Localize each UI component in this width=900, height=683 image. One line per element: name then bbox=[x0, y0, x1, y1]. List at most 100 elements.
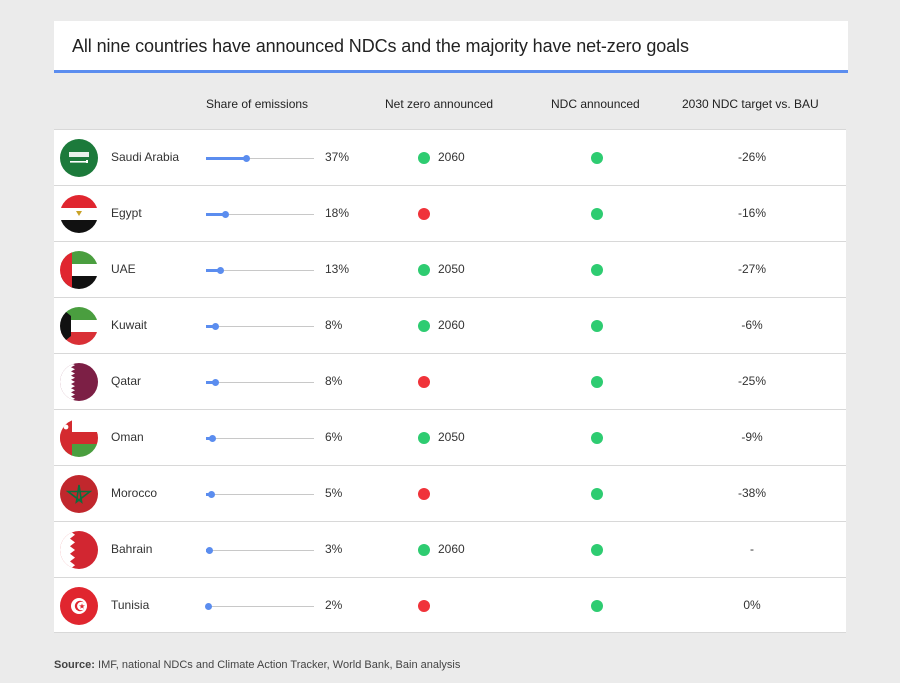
share-value: 5% bbox=[325, 486, 343, 500]
share-bar-marker bbox=[211, 323, 219, 330]
net-zero-no-dot bbox=[418, 208, 430, 220]
share-bar-marker bbox=[208, 491, 216, 498]
table-row: Bahrain 3% 2060 - bbox=[54, 521, 846, 577]
ndc-announced-dot bbox=[591, 208, 603, 220]
share-value: 8% bbox=[325, 374, 343, 388]
ndc-announced-dot bbox=[591, 488, 603, 500]
header-ndc-announced: NDC announced bbox=[551, 97, 640, 111]
bahrain-flag-icon bbox=[60, 531, 98, 569]
ndc-announced-dot bbox=[591, 152, 603, 164]
source-text: IMF, national NDCs and Climate Action Tr… bbox=[94, 659, 461, 671]
table-row: Morocco 5% -38% bbox=[54, 465, 846, 521]
net-zero-no-dot bbox=[418, 488, 430, 500]
share-value: 18% bbox=[325, 206, 350, 220]
country-table: Saudi Arabia 37% 2060 -26% Egypt 18% -16% UAE 13… bbox=[54, 129, 846, 633]
share-value: 6% bbox=[325, 430, 343, 444]
share-value: 13% bbox=[325, 262, 350, 276]
share-bar-track bbox=[206, 491, 314, 498]
share-bar-marker bbox=[209, 435, 217, 442]
ndc-target-value: -26% bbox=[737, 150, 766, 164]
net-zero-year: 2060 bbox=[438, 542, 465, 556]
country-name: Kuwait bbox=[111, 318, 148, 332]
share-bar-marker bbox=[211, 379, 219, 386]
country-name: Qatar bbox=[111, 374, 142, 388]
share-bar-marker bbox=[205, 603, 213, 610]
share-bar-track bbox=[206, 155, 314, 162]
net-zero-year: 2060 bbox=[438, 318, 465, 332]
country-name: Bahrain bbox=[111, 542, 153, 556]
table-row: Oman 6% 2050 -9% bbox=[54, 409, 846, 465]
table-row: Egypt 18% -16% bbox=[54, 185, 846, 241]
header-net-zero-announced: Net zero announced bbox=[385, 97, 494, 111]
share-bar-track bbox=[206, 211, 314, 218]
country-name: Oman bbox=[111, 430, 144, 444]
ndc-target-value: -25% bbox=[737, 374, 766, 388]
ndc-announced-dot bbox=[591, 320, 603, 332]
egypt-flag-icon bbox=[60, 195, 98, 233]
table-row: Tunisia 2% 0% bbox=[54, 577, 846, 633]
country-name: Tunisia bbox=[111, 598, 150, 612]
qatar-flag-icon bbox=[60, 363, 98, 401]
share-bar-marker bbox=[242, 155, 250, 162]
share-bar-track bbox=[206, 547, 314, 554]
share-bar-marker bbox=[217, 267, 225, 274]
ndc-announced-dot bbox=[591, 264, 603, 276]
header-ndc-target: 2030 NDC target vs. BAU bbox=[682, 97, 819, 111]
share-bar-fill bbox=[206, 269, 221, 272]
ndc-target-value: -9% bbox=[741, 430, 763, 444]
net-zero-yes-dot bbox=[418, 320, 430, 332]
ndc-announced-dot bbox=[591, 544, 603, 556]
ndc-target-value: -16% bbox=[737, 206, 766, 220]
ndc-announced-dot bbox=[591, 600, 603, 612]
net-zero-year: 2050 bbox=[438, 430, 465, 444]
share-bar-fill bbox=[206, 381, 215, 384]
title-card: All nine countries have announced NDCs a… bbox=[54, 21, 848, 73]
share-bar-fill bbox=[206, 437, 213, 440]
net-zero-year: 2050 bbox=[438, 262, 465, 276]
ndc-target-value: -38% bbox=[737, 486, 766, 500]
country-name: Morocco bbox=[111, 486, 158, 500]
share-value: 8% bbox=[325, 318, 343, 332]
share-bar-track bbox=[206, 379, 314, 386]
source-note: Source: IMF, national NDCs and Climate A… bbox=[54, 659, 460, 671]
kuwait-flag-icon bbox=[60, 307, 98, 345]
country-name: Egypt bbox=[111, 206, 142, 220]
ndc-target-value: -6% bbox=[741, 318, 763, 332]
oman-flag-icon bbox=[60, 419, 98, 457]
share-value: 3% bbox=[325, 542, 343, 556]
page-title: All nine countries have announced NDCs a… bbox=[72, 36, 689, 56]
table-row: Qatar 8% -25% bbox=[54, 353, 846, 409]
share-bar-fill bbox=[206, 325, 215, 328]
share-bar-fill bbox=[206, 157, 246, 160]
share-bar-marker bbox=[222, 211, 230, 218]
share-value: 2% bbox=[325, 598, 343, 612]
header-share-of-emissions: Share of emissions bbox=[206, 97, 309, 111]
share-bar-track bbox=[206, 323, 314, 330]
ndc-announced-dot bbox=[591, 432, 603, 444]
country-name: Saudi Arabia bbox=[111, 150, 180, 164]
net-zero-no-dot bbox=[418, 376, 430, 388]
table-row: Saudi Arabia 37% 2060 -26% bbox=[54, 129, 846, 185]
net-zero-yes-dot bbox=[418, 152, 430, 164]
table-row: UAE 13% 2050 -27% bbox=[54, 241, 846, 297]
ndc-announced-dot bbox=[591, 376, 603, 388]
tunisia-flag-icon bbox=[60, 587, 98, 625]
net-zero-no-dot bbox=[418, 600, 430, 612]
ndc-target-value: 0% bbox=[743, 598, 761, 612]
share-value: 37% bbox=[325, 150, 350, 164]
country-name: UAE bbox=[111, 262, 136, 276]
net-zero-year: 2060 bbox=[438, 150, 465, 164]
share-bar-track bbox=[206, 435, 314, 442]
morocco-flag-icon bbox=[60, 475, 98, 513]
net-zero-yes-dot bbox=[418, 432, 430, 444]
uae-flag-icon bbox=[60, 251, 98, 289]
share-bar-marker bbox=[206, 547, 214, 554]
share-bar-track bbox=[205, 603, 314, 610]
saudi-arabia-flag-icon bbox=[60, 139, 98, 177]
net-zero-yes-dot bbox=[418, 264, 430, 276]
net-zero-yes-dot bbox=[418, 544, 430, 556]
source-label: Source: bbox=[54, 659, 95, 671]
ndc-target-value: - bbox=[750, 542, 754, 556]
table-row: Kuwait 8% 2060 -6% bbox=[54, 297, 846, 353]
ndc-target-value: -27% bbox=[737, 262, 766, 276]
